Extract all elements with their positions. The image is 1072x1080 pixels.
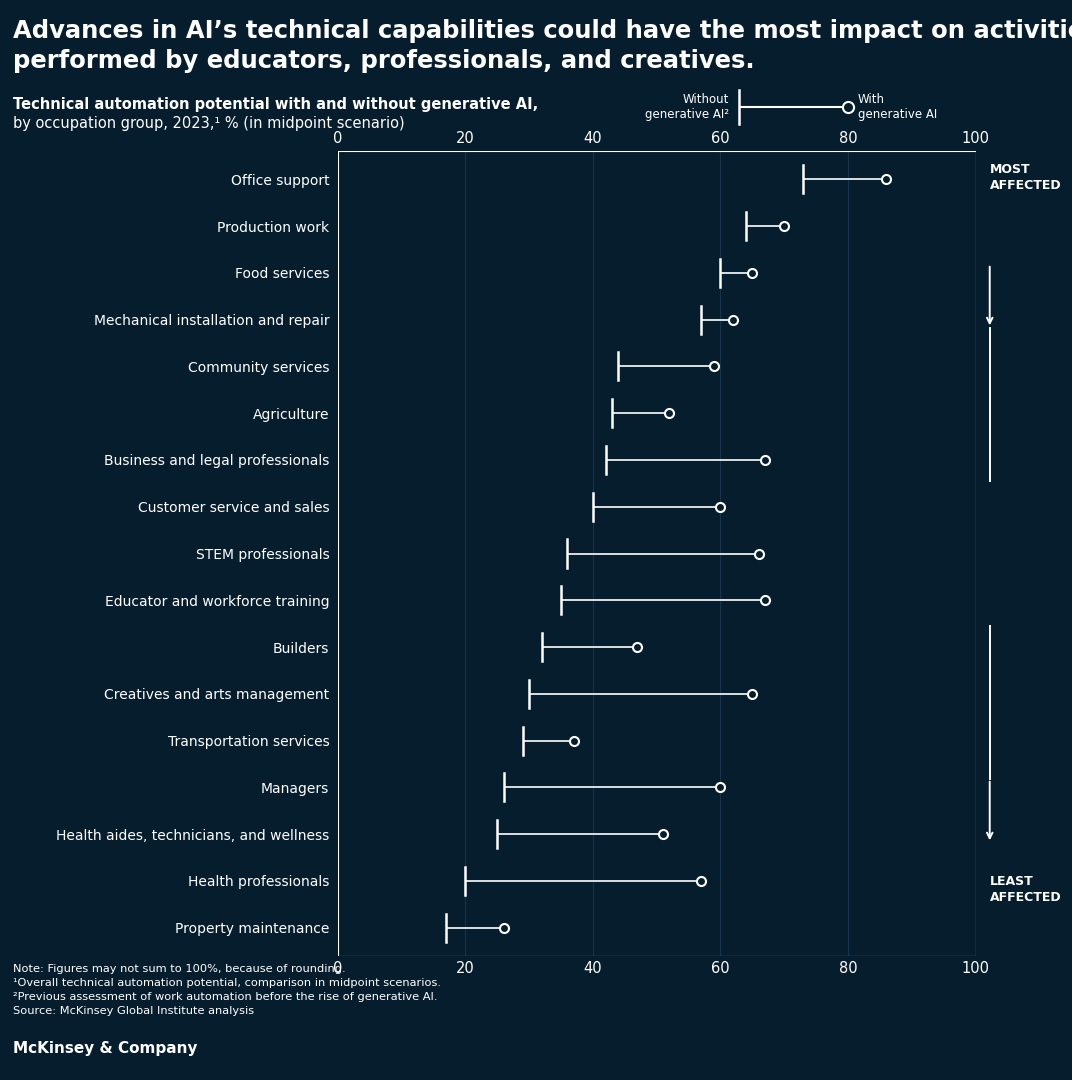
Text: Without
generative AI²: Without generative AI² [645,94,729,121]
Text: MOST
AFFECTED: MOST AFFECTED [989,163,1061,192]
Bar [338,151,976,956]
Text: by occupation group, 2023,¹ % (in midpoint scenario): by occupation group, 2023,¹ % (in midpoi… [13,116,404,131]
Text: With
generative AI: With generative AI [858,94,937,121]
Text: Advances in AI’s technical capabilities could have the most impact on activities: Advances in AI’s technical capabilities … [13,19,1072,43]
Text: LEAST
AFFECTED: LEAST AFFECTED [989,875,1061,904]
Text: Technical automation potential with and without generative AI,: Technical automation potential with and … [13,97,538,112]
Text: Note: Figures may not sum to 100%, because of rounding.
¹Overall technical autom: Note: Figures may not sum to 100%, becau… [13,964,441,1016]
Text: McKinsey & Company: McKinsey & Company [13,1041,197,1056]
Text: performed by educators, professionals, and creatives.: performed by educators, professionals, a… [13,49,755,72]
